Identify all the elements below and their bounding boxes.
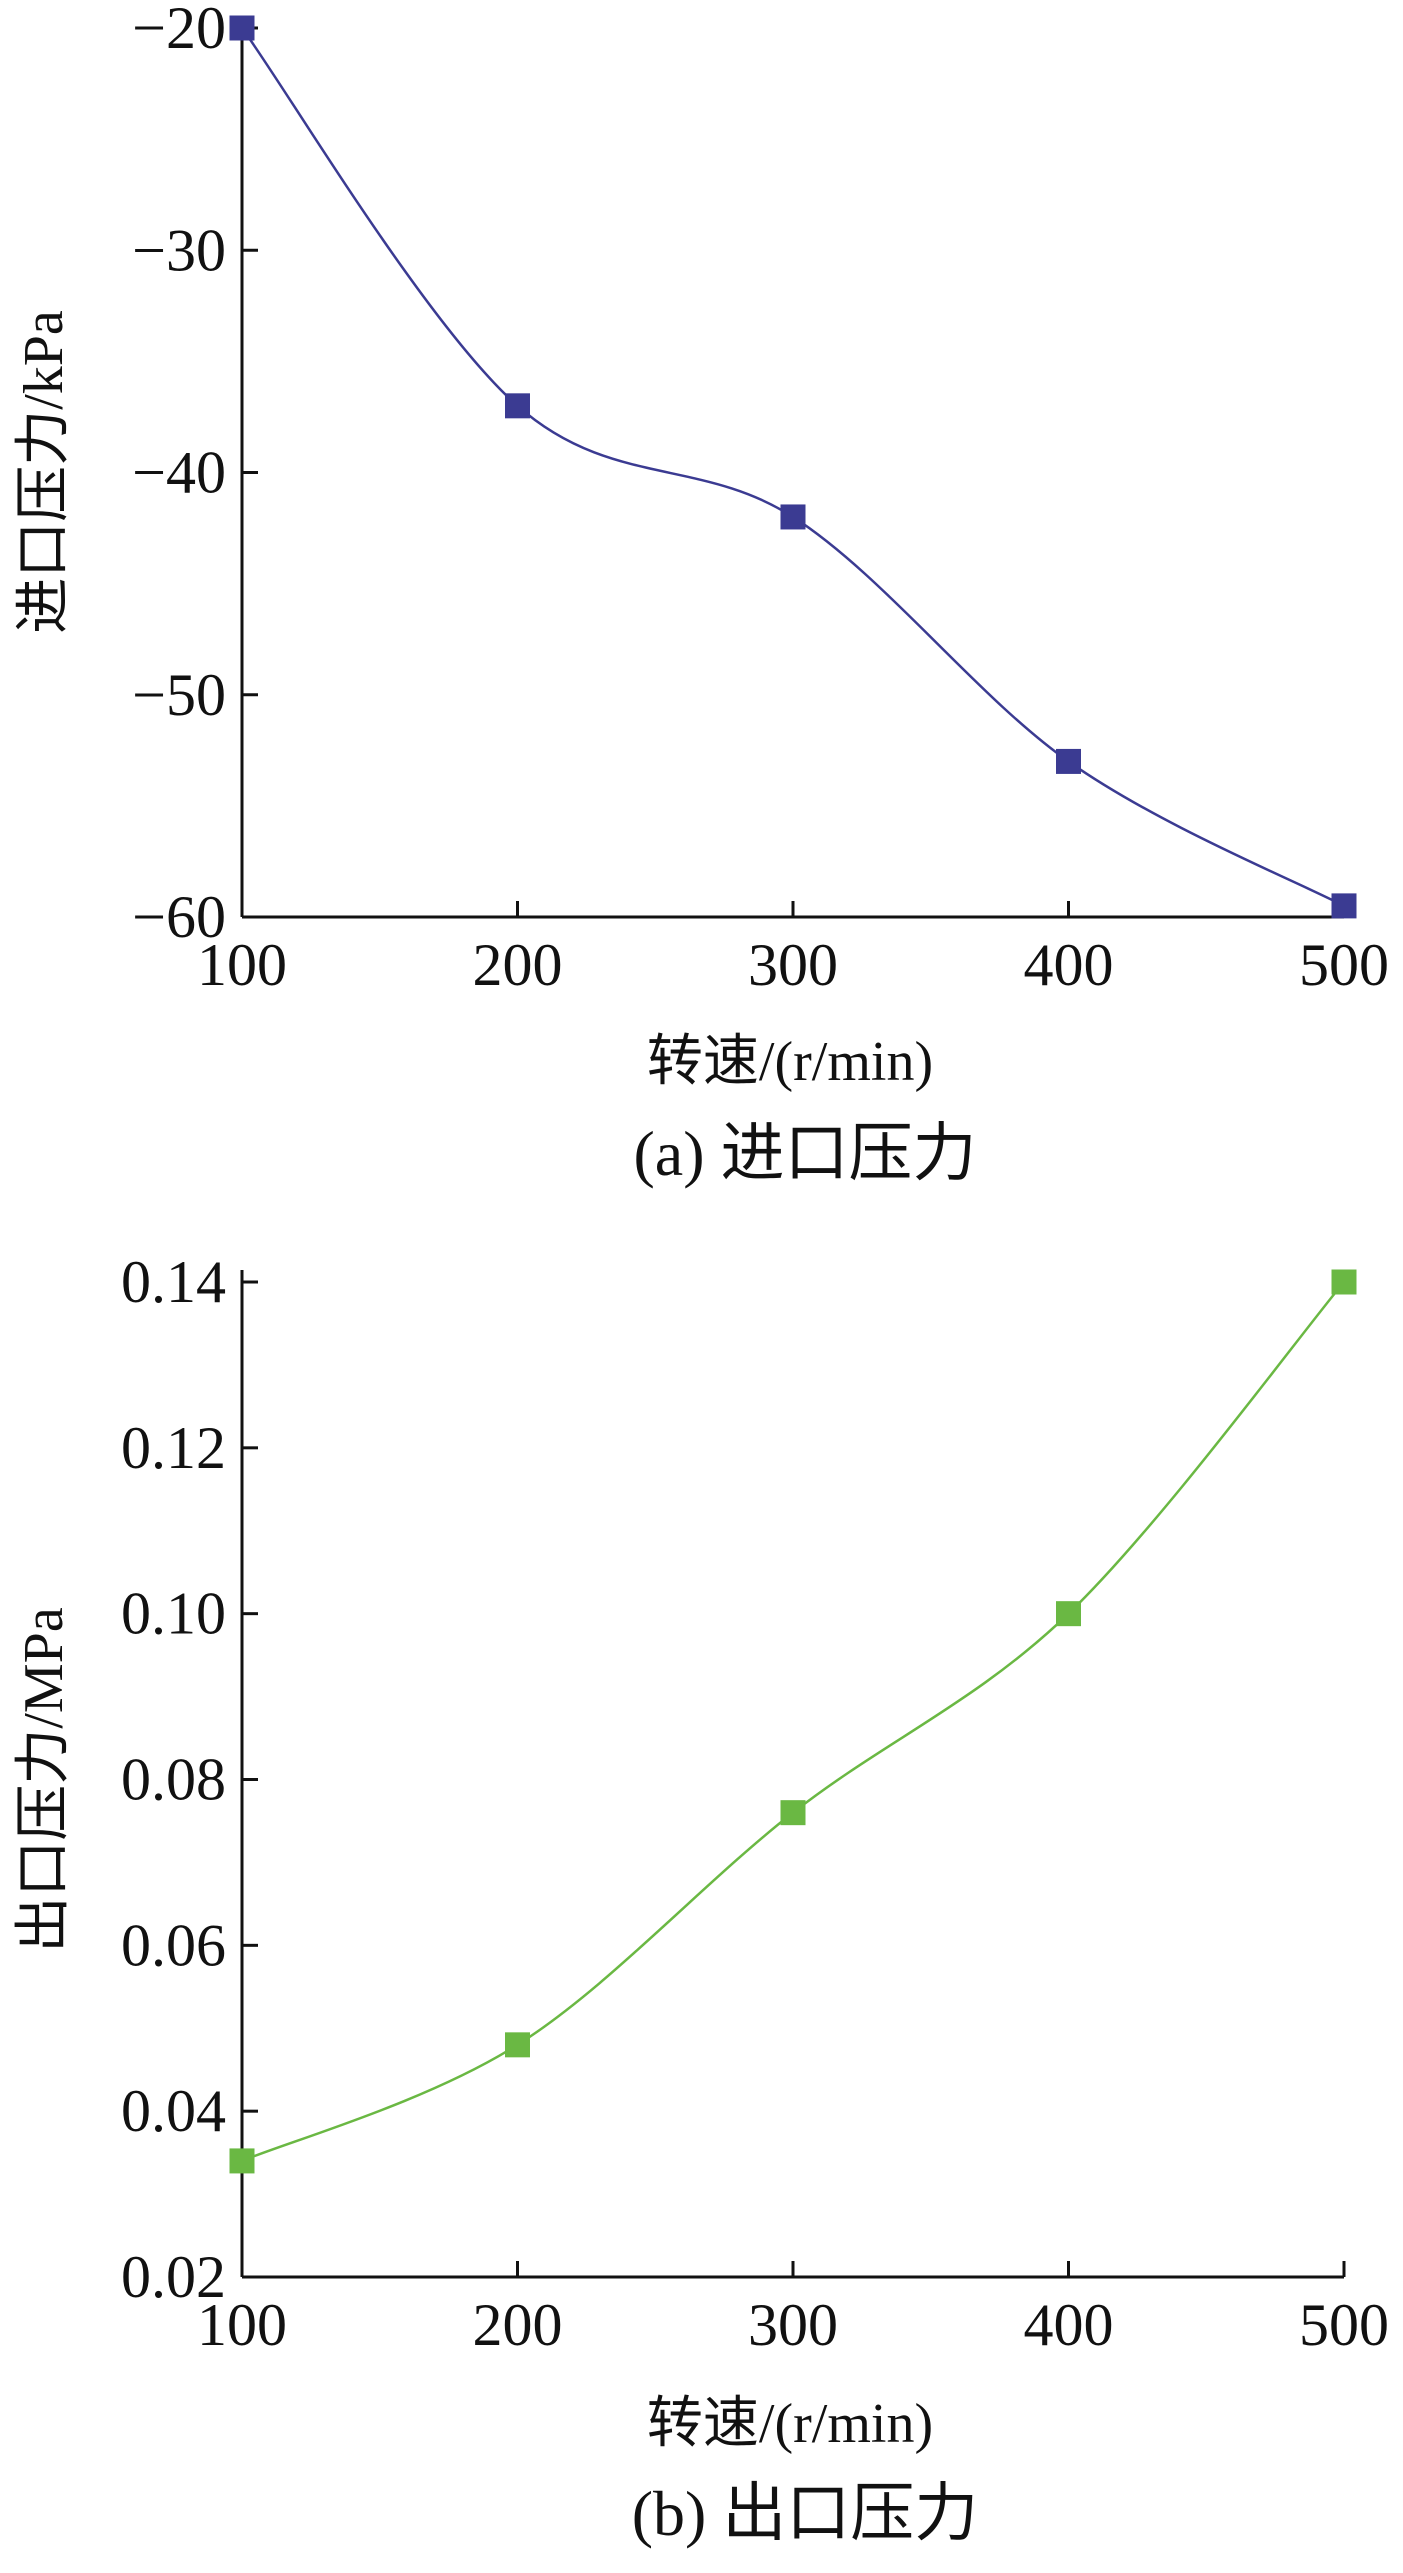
y-tick-label: −20 (132, 0, 226, 61)
data-point-marker (780, 1800, 806, 1826)
y-ticks-a: −20 −30 −40 −50 −60 (132, 0, 258, 950)
data-point-marker (229, 2148, 255, 2174)
y-tick-label: 0.08 (121, 1747, 226, 1813)
data-point-marker (780, 504, 806, 530)
data-point-marker (505, 393, 530, 419)
x-tick-label: 100 (197, 2292, 287, 2358)
x-ticks-b: 100 200 300 400 500 (197, 2261, 1389, 2358)
x-tick-label: 500 (1299, 2292, 1389, 2358)
data-point-marker (1331, 1269, 1357, 1295)
caption-a: (a) 进口压力 (633, 1118, 976, 1189)
data-point-marker (505, 2032, 530, 2058)
x-tick-label: 200 (473, 932, 563, 998)
y-tick-label: 0.14 (121, 1249, 226, 1315)
y-ticks-b: 0.02 0.04 0.06 0.08 0.10 0.12 0.14 (121, 1249, 258, 2310)
data-point-marker (1056, 1601, 1081, 1627)
data-points-a (229, 15, 1357, 919)
y-axis-label-a: 进口压力/kPa (13, 310, 75, 634)
y-tick-label: −50 (132, 662, 226, 728)
y-tick-label: 0.10 (121, 1581, 226, 1647)
x-axis-label-a: 转速/(r/min) (647, 1031, 933, 1093)
y-tick-label: 0.06 (121, 1912, 226, 1978)
data-point-marker (1056, 748, 1081, 774)
x-ticks-a: 100 200 300 400 500 (197, 901, 1389, 998)
x-tick-label: 300 (748, 932, 838, 998)
panel-b-outlet-pressure: 0.02 0.04 0.06 0.08 0.10 0.12 0.14 100 200 300 40… (13, 1249, 1389, 2549)
x-tick-label: 100 (197, 932, 287, 998)
data-points-b (229, 1269, 1357, 2174)
data-point-marker (1331, 893, 1357, 919)
data-point-marker (229, 15, 255, 41)
y-axis-label-b: 出口压力/MPa (13, 1607, 75, 1952)
y-tick-label: −60 (132, 884, 226, 950)
y-tick-label: 0.12 (121, 1415, 226, 1481)
x-tick-label: 200 (473, 2292, 563, 2358)
x-tick-label: 500 (1299, 932, 1389, 998)
y-tick-label: 0.04 (121, 2078, 226, 2144)
x-tick-label: 400 (1024, 932, 1114, 998)
y-tick-label: 0.02 (121, 2244, 226, 2310)
x-tick-label: 400 (1024, 2292, 1114, 2358)
x-axis-label-b: 转速/(r/min) (647, 2393, 933, 2455)
y-tick-label: −40 (132, 440, 226, 506)
x-tick-label: 300 (748, 2292, 838, 2358)
series-line-b (241, 1281, 1345, 2163)
series-line-a (240, 27, 1345, 907)
caption-b: (b) 出口压力 (632, 2478, 979, 2549)
panel-a-inlet-pressure: −20 −30 −40 −50 −60 100 200 300 400 500 进口压力/kPa… (13, 0, 1389, 1189)
y-tick-label: −30 (132, 217, 226, 283)
